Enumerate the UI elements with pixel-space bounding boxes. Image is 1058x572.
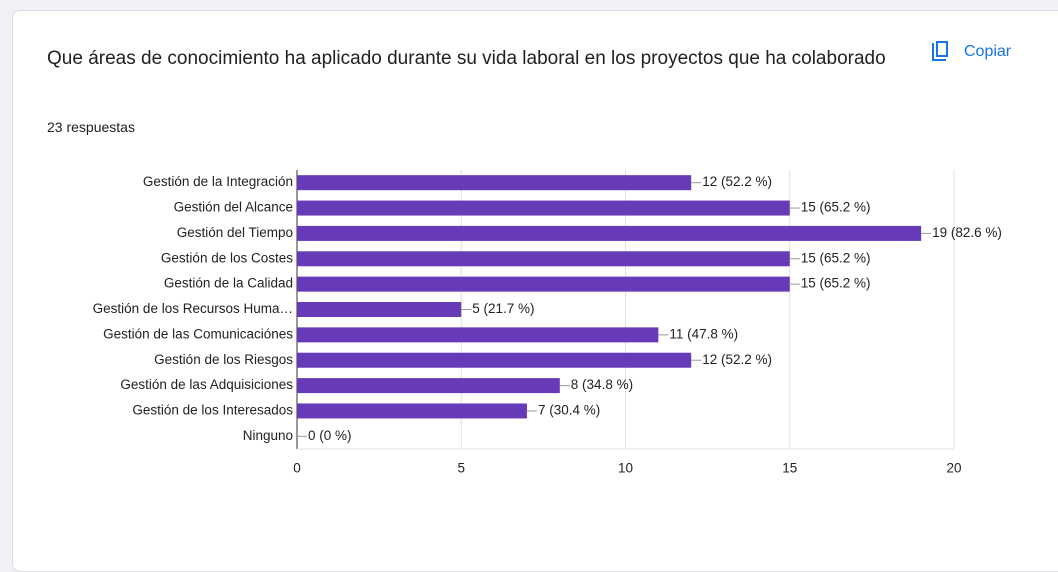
value-label: 12 (52.2 %) <box>702 352 772 367</box>
bar <box>297 327 659 343</box>
bar <box>297 352 692 368</box>
chart-title: Que áreas de conocimiento ha aplicado du… <box>47 48 886 69</box>
y-tick-label: Gestión del Alcance <box>174 200 293 215</box>
y-tick-label: Ninguno <box>243 428 293 443</box>
copy-label[interactable]: Copiar <box>964 43 1012 60</box>
y-tick-label: Gestión de los Interesados <box>132 403 293 418</box>
y-tick-label: Gestión del Tiempo <box>177 225 293 240</box>
chart: 0 5 10 15 20 Gestión de la Integración 12 (52.… <box>93 170 1002 476</box>
bar <box>297 225 922 241</box>
value-label: 7 (30.4 %) <box>538 403 600 418</box>
y-tick-label: Gestión de los Recursos Huma… <box>93 301 293 316</box>
x-tick-label: 0 <box>293 461 301 476</box>
page: {"copy_button": "Copiar", "chart_data": … <box>12 10 1058 572</box>
y-tick-label: Gestión de las Comunicaciónes <box>103 326 293 341</box>
bar <box>297 175 692 191</box>
body: Que áreas de conocimiento ha aplicado du… <box>12 10 1058 572</box>
subtitle: 23 respuestas <box>47 119 135 135</box>
x-tick-label: 10 <box>618 461 633 476</box>
y-tick-label: Gestión de la Calidad <box>164 276 293 291</box>
y-tick-label: Gestión de las Adquisiciones <box>120 377 293 392</box>
bar <box>297 378 560 394</box>
bar <box>297 251 790 267</box>
x-tick-label: 5 <box>457 461 465 476</box>
y-tick-label: Gestión de la Integración <box>143 174 293 189</box>
value-label: 15 (65.2 %) <box>801 200 871 215</box>
copy-button[interactable]: Copiar <box>928 40 1011 64</box>
bar <box>297 200 790 216</box>
bar <box>297 276 790 292</box>
x-tick-label: 20 <box>946 461 961 476</box>
bar <box>297 403 527 419</box>
value-label: 5 (21.7 %) <box>472 301 534 316</box>
value-label: 15 (65.2 %) <box>801 276 871 291</box>
x-tick-label: 15 <box>782 461 797 476</box>
value-label: 11 (47.8 %) <box>669 326 738 341</box>
value-label: 0 (0 %) <box>308 428 352 443</box>
value-label: 19 (82.6 %) <box>932 225 1002 240</box>
y-tick-label: Gestión de los Costes <box>161 250 293 265</box>
value-label: 15 (65.2 %) <box>801 250 871 265</box>
y-tick-label: Gestión de los Riesgos <box>154 352 293 367</box>
copy-icon <box>932 41 948 61</box>
bar <box>297 302 462 317</box>
value-label: 8 (34.8 %) <box>571 377 633 392</box>
value-label: 12 (52.2 %) <box>702 174 772 189</box>
